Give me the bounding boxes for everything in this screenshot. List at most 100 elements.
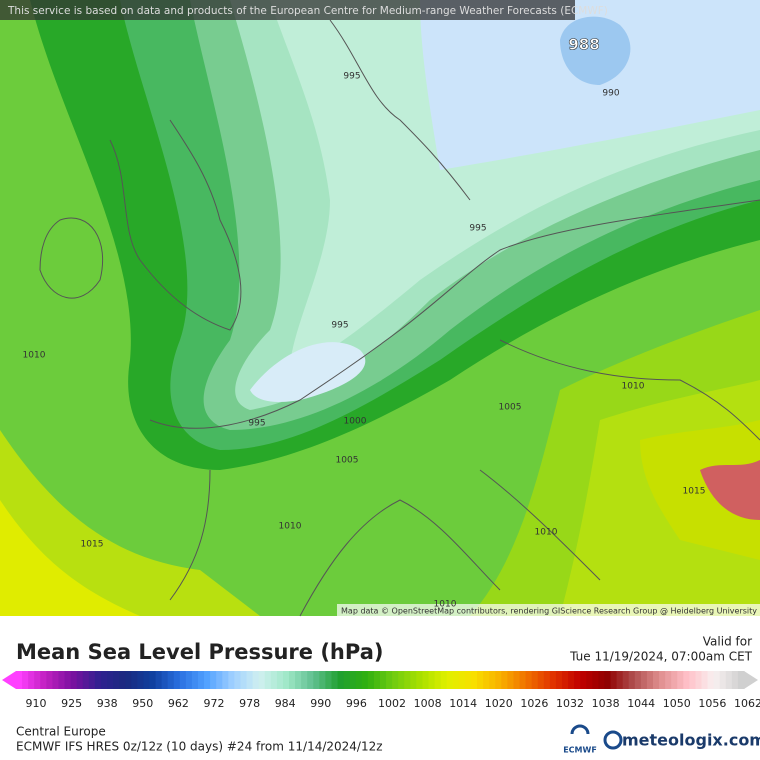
coastline bbox=[39, 217, 104, 299]
colorbar-cell bbox=[555, 671, 563, 689]
colorbar-cell bbox=[416, 671, 423, 689]
colorbar-cell bbox=[446, 671, 454, 689]
colorbar-cell bbox=[531, 671, 539, 689]
colorbar-cell bbox=[125, 671, 132, 689]
pressure-area bbox=[560, 16, 631, 85]
colorbar-tick-label: 925 bbox=[61, 697, 82, 710]
colorbar-cell bbox=[392, 671, 399, 689]
colorbar-cell bbox=[82, 671, 90, 689]
colorbar-cell bbox=[525, 671, 533, 689]
colorbar-cell bbox=[471, 671, 478, 689]
colorbar-cell bbox=[568, 671, 575, 689]
colorbar-cell bbox=[307, 671, 314, 689]
contour-label: 1010 bbox=[535, 528, 558, 538]
colorbar-cell bbox=[204, 671, 211, 689]
colorbar-tick-label: 1044 bbox=[627, 697, 655, 710]
colorbar-cell bbox=[143, 671, 150, 689]
colorbar-tick-label: 1008 bbox=[414, 697, 442, 710]
contour-labels: 988 990 995 995 995 995 1000 1005 1005 1010 1010 10… bbox=[23, 35, 706, 610]
colorbar-tick-label: 1056 bbox=[698, 697, 726, 710]
contour-label: 1000 bbox=[344, 417, 367, 427]
colorbar-cell bbox=[252, 671, 260, 689]
colorbar-cell bbox=[319, 671, 326, 689]
colorbar-tick-label: 950 bbox=[132, 697, 153, 710]
colorbar-cell bbox=[331, 671, 339, 689]
coastline bbox=[479, 469, 601, 581]
colorbar-cell bbox=[185, 671, 193, 689]
contour-label: 1010 bbox=[622, 382, 645, 392]
coastline bbox=[169, 469, 211, 601]
colorbar-tick-label: 1062 bbox=[734, 697, 760, 710]
contour-label: 995 bbox=[331, 321, 348, 331]
colorbar-cell bbox=[137, 671, 144, 689]
legend-title: Mean Sea Level Pressure (hPa) bbox=[16, 640, 383, 664]
colorbar-cell bbox=[634, 671, 642, 689]
colorbar-tick-label: 1026 bbox=[520, 697, 548, 710]
colorbar-cell bbox=[695, 671, 703, 689]
colorbar-cell bbox=[640, 671, 648, 689]
pressure-area bbox=[250, 342, 366, 402]
coastline bbox=[149, 199, 760, 429]
colorbar-tick-label: 1002 bbox=[378, 697, 406, 710]
colorbar-cell bbox=[519, 671, 527, 689]
colorbar-cell bbox=[574, 671, 581, 689]
colorbar-cell bbox=[210, 671, 217, 689]
colorbar-cell bbox=[28, 671, 35, 689]
colorbar-cell bbox=[610, 671, 618, 689]
colorbar-cell bbox=[646, 671, 654, 689]
colorbar-tick-label: 962 bbox=[168, 697, 189, 710]
colorbar-cell bbox=[179, 671, 187, 689]
colorbar-cell bbox=[386, 671, 393, 689]
colorbar-cell bbox=[489, 671, 496, 689]
colorbar-tick-label: 910 bbox=[26, 697, 47, 710]
contour-label: 1010 bbox=[434, 600, 457, 610]
colorbar-cell bbox=[264, 671, 272, 689]
contour-label: 995 bbox=[248, 419, 265, 429]
colorbar-cell bbox=[653, 671, 660, 689]
colorbar-tick-label: 938 bbox=[97, 697, 118, 710]
colorbar-cell bbox=[70, 671, 78, 689]
colorbar-cell bbox=[167, 671, 175, 689]
colorbar-cell bbox=[592, 671, 599, 689]
colorbar-cell bbox=[665, 671, 672, 689]
colorbar-tick-label: 996 bbox=[346, 697, 367, 710]
colorbar-cell bbox=[282, 671, 290, 689]
colorbar-cell bbox=[295, 671, 302, 689]
colorbar-cell bbox=[543, 671, 551, 689]
credit-bar bbox=[337, 604, 760, 616]
colorbar-cell bbox=[628, 671, 636, 689]
valid-label: Valid for bbox=[703, 635, 752, 649]
colorbar-cell bbox=[161, 671, 169, 689]
colorbar-cell bbox=[380, 671, 387, 689]
colorbar-cell bbox=[452, 671, 460, 689]
site-logo-icon bbox=[603, 730, 623, 750]
colorbar-cell bbox=[713, 671, 721, 689]
colorbar-cell bbox=[434, 671, 442, 689]
colorbar-cell bbox=[477, 671, 484, 689]
colorbar-cell bbox=[34, 671, 41, 689]
colorbar-tick-label: 978 bbox=[239, 697, 260, 710]
attribution-bar bbox=[0, 0, 575, 20]
colorbar-cell bbox=[725, 671, 733, 689]
colorbar-cell bbox=[16, 671, 23, 689]
colorbar-cell bbox=[537, 671, 545, 689]
colorbar-cell bbox=[22, 671, 29, 689]
colorbar-cell bbox=[52, 671, 59, 689]
colorbar: 910 925 938 950 962 972 978 984 990 996 1002 1008 10… bbox=[2, 671, 760, 710]
colorbar-cell bbox=[701, 671, 709, 689]
ecmwf-logo: ECMWF bbox=[563, 724, 597, 755]
colorbar-cell bbox=[76, 671, 84, 689]
colorbar-tick-label: 1032 bbox=[556, 697, 584, 710]
pressure-area bbox=[700, 460, 760, 520]
colorbar-tick-label: 990 bbox=[310, 697, 331, 710]
colorbar-cell bbox=[113, 671, 120, 689]
colorbar-tick-label: 972 bbox=[204, 697, 225, 710]
logo-text: ECMWF bbox=[563, 746, 597, 755]
pressure-area bbox=[420, 0, 760, 170]
colorbar-cell bbox=[562, 671, 569, 689]
colorbar-cell bbox=[325, 671, 332, 689]
colorbar-cell bbox=[119, 671, 126, 689]
colorbar-cell bbox=[689, 671, 696, 689]
